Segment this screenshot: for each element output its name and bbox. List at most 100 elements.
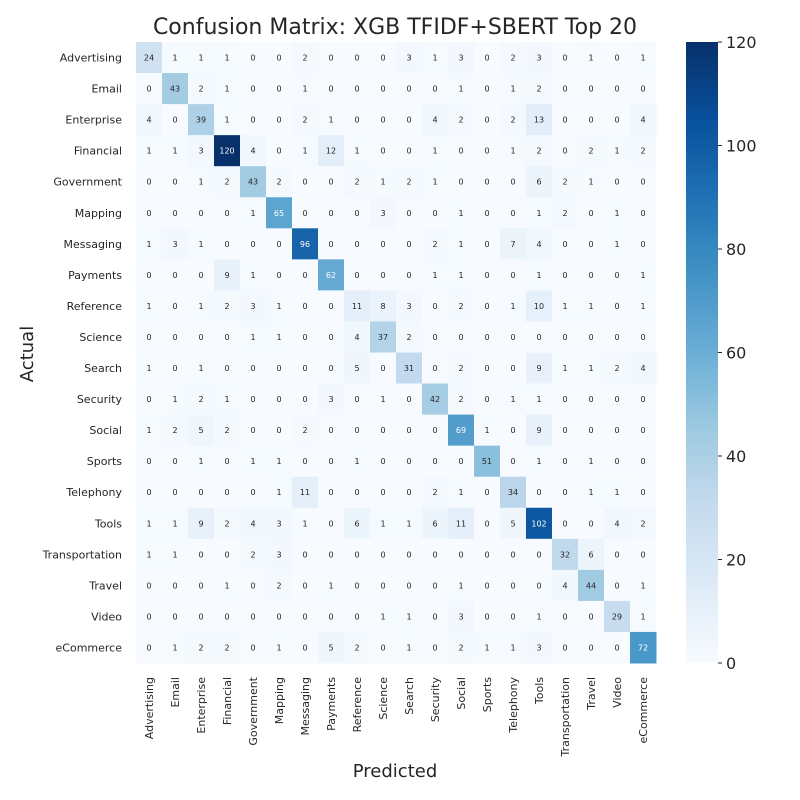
heatmap-cell	[578, 259, 605, 291]
cell-value-label: 0	[198, 612, 203, 621]
heatmap-cell	[188, 321, 215, 353]
cell-value-label: 0	[406, 581, 411, 590]
cell-value-label: 2	[406, 333, 411, 342]
heatmap-cell	[344, 569, 371, 602]
x-tick-label: eCommerce	[637, 677, 650, 744]
heatmap-cell	[318, 259, 345, 291]
heatmap-cell	[344, 228, 371, 260]
heatmap-cell	[266, 166, 293, 198]
cell-value-label: 2	[458, 302, 463, 311]
heatmap-cell	[422, 631, 449, 664]
colorbar	[686, 42, 718, 663]
heatmap-cell	[630, 73, 657, 105]
cell-value-label: 2	[458, 116, 463, 125]
heatmap-cell	[500, 135, 527, 167]
heatmap-cell	[526, 259, 553, 291]
heatmap-cell	[240, 104, 267, 136]
cell-value-label: 0	[406, 85, 411, 94]
cell-value-label: 2	[354, 178, 359, 187]
heatmap-cell	[318, 414, 345, 447]
cell-value-label: 0	[146, 85, 151, 94]
colorbar-tick-label: 80	[726, 240, 746, 259]
cell-value-label: 0	[354, 271, 359, 280]
x-tick-label: Advertising	[143, 677, 156, 739]
cell-value-label: 0	[276, 612, 281, 621]
heatmap-cell	[136, 228, 163, 260]
cell-value-label: 65	[274, 209, 284, 218]
heatmap-cell	[526, 383, 553, 416]
cell-value-label: 9	[536, 426, 541, 435]
heatmap-cell	[422, 569, 449, 602]
cell-value-label: 6	[432, 519, 437, 528]
heatmap-cell	[500, 445, 527, 478]
cell-value-label: 0	[172, 488, 177, 497]
cell-value-label: 0	[614, 581, 619, 590]
cell-value-label: 0	[484, 550, 489, 559]
heatmap-cell	[370, 166, 397, 198]
heatmap-cell	[188, 352, 215, 385]
heatmap-cell	[552, 569, 579, 602]
heatmap-cell	[526, 73, 553, 105]
cell-value-label: 2	[198, 395, 203, 404]
cell-value-label: 0	[302, 581, 307, 590]
heatmap-cell	[604, 414, 631, 447]
heatmap-cell	[370, 321, 397, 353]
cell-value-label: 1	[302, 85, 307, 94]
cell-value-label: 2	[224, 426, 229, 435]
cell-value-label: 0	[146, 209, 151, 218]
heatmap-cell	[214, 166, 241, 198]
heatmap-cell	[448, 538, 475, 571]
heatmap-cell	[448, 569, 475, 602]
heatmap-cell	[448, 414, 475, 447]
cell-value-label: 0	[484, 85, 489, 94]
cell-value-label: 1	[172, 643, 177, 652]
heatmap-cell	[500, 507, 527, 540]
cell-value-label: 2	[172, 426, 177, 435]
cell-value-label: 1	[588, 364, 593, 373]
cell-value-label: 0	[458, 457, 463, 466]
heatmap-cell	[370, 228, 397, 260]
heatmap-cell	[266, 259, 293, 291]
cell-value-label: 0	[406, 116, 411, 125]
heatmap-cell	[240, 476, 267, 509]
cell-value-label: 2	[406, 178, 411, 187]
cell-value-label: 2	[588, 147, 593, 156]
cell-value-label: 2	[302, 426, 307, 435]
heatmap-cell	[136, 197, 163, 229]
cell-value-label: 1	[302, 519, 307, 528]
cell-value-label: 0	[224, 240, 229, 249]
heatmap-cell	[604, 445, 631, 478]
heatmap-cell	[396, 600, 423, 633]
heatmap-cell	[396, 166, 423, 198]
heatmap-cell	[630, 197, 657, 229]
heatmap-cell	[136, 476, 163, 509]
cell-value-label: 0	[562, 240, 567, 249]
heatmap-cell	[552, 321, 579, 353]
cell-value-label: 0	[354, 85, 359, 94]
heatmap-cell	[630, 507, 657, 540]
heatmap-cell	[240, 352, 267, 385]
heatmap-cell	[604, 383, 631, 416]
cell-value-label: 0	[510, 178, 515, 187]
heatmap-cell	[422, 166, 449, 198]
cell-value-label: 5	[198, 426, 203, 435]
cell-value-label: 1	[198, 364, 203, 373]
heatmap-cell	[552, 73, 579, 105]
cell-value-label: 2	[536, 147, 541, 156]
cell-value-label: 1	[484, 426, 489, 435]
cell-value-label: 0	[354, 116, 359, 125]
cell-value-label: 31	[404, 364, 414, 373]
heatmap-cell	[162, 290, 189, 322]
cell-value-label: 0	[406, 240, 411, 249]
cell-value-label: 0	[484, 54, 489, 63]
heatmap-cell	[396, 414, 423, 447]
cell-value-label: 0	[328, 550, 333, 559]
cell-value-label: 2	[198, 85, 203, 94]
cell-value-label: 0	[432, 333, 437, 342]
heatmap-cell	[292, 569, 319, 602]
heatmap-cell	[344, 166, 371, 198]
cell-value-label: 0	[380, 643, 385, 652]
cell-value-label: 1	[614, 240, 619, 249]
heatmap-cell	[240, 507, 267, 540]
heatmap-cell	[552, 135, 579, 167]
